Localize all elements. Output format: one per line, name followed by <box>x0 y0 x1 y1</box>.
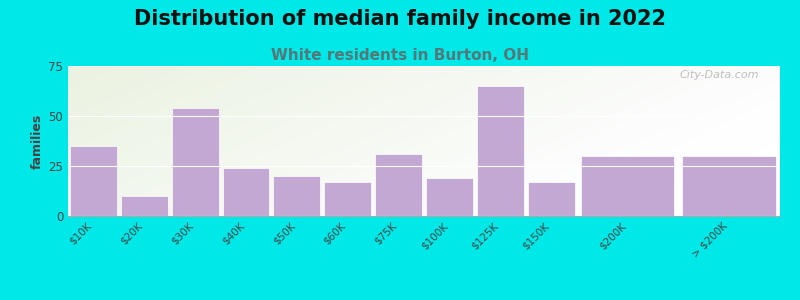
Text: White residents in Burton, OH: White residents in Burton, OH <box>271 48 529 63</box>
Text: Distribution of median family income in 2022: Distribution of median family income in … <box>134 9 666 29</box>
Bar <box>324 182 371 216</box>
Bar <box>274 176 320 216</box>
Bar <box>172 108 218 216</box>
Text: City-Data.com: City-Data.com <box>679 70 758 80</box>
Bar <box>581 156 674 216</box>
Bar <box>426 178 473 216</box>
Y-axis label: families: families <box>31 113 44 169</box>
Bar <box>682 156 776 216</box>
Bar <box>477 86 524 216</box>
Bar <box>70 146 117 216</box>
Bar <box>375 154 422 216</box>
Bar <box>222 168 270 216</box>
Bar <box>528 182 574 216</box>
Bar <box>121 196 168 216</box>
